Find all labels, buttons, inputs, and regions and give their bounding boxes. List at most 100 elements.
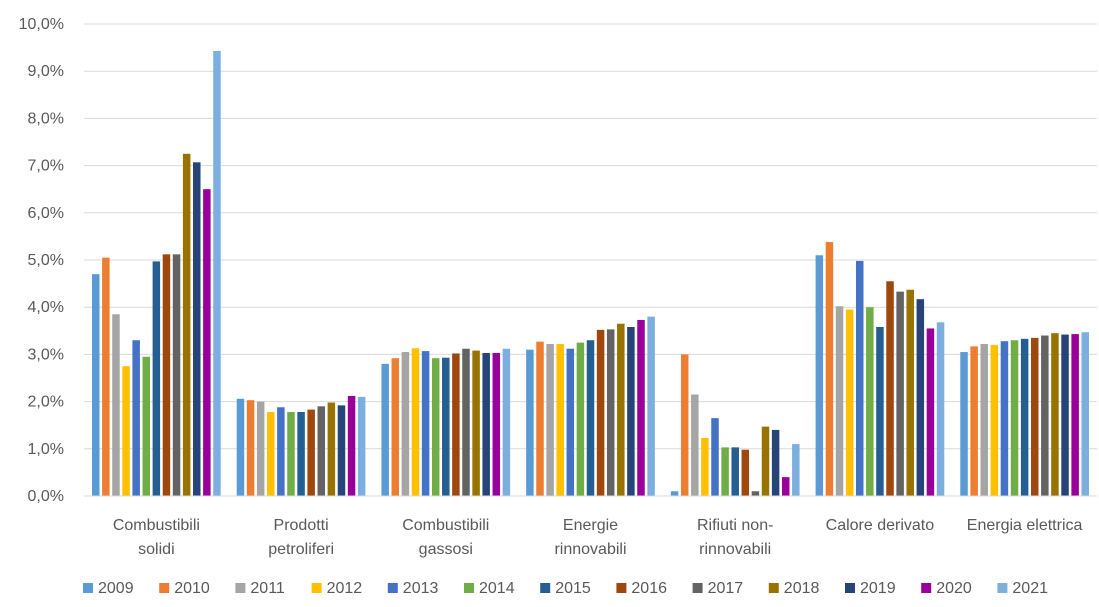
legend-swatch (159, 583, 170, 593)
bar (845, 309, 854, 496)
bar (627, 327, 635, 496)
legend-swatch (540, 583, 551, 593)
bar (792, 444, 800, 496)
bar (866, 307, 874, 496)
legend-swatch (235, 583, 246, 593)
bar (711, 418, 719, 496)
bar (980, 344, 988, 496)
bar (112, 314, 120, 496)
legend-label: 2012 (327, 580, 363, 597)
bar (442, 357, 450, 496)
bar (502, 348, 511, 496)
bar (122, 366, 130, 496)
y-tick-label: 3,0% (28, 346, 64, 363)
bar (391, 358, 400, 496)
bar (1030, 337, 1039, 496)
bar (357, 396, 366, 496)
bar (193, 162, 201, 497)
bar (556, 344, 564, 496)
category-label: rinnovabili (554, 541, 626, 558)
bar (421, 351, 430, 496)
bar (1020, 338, 1029, 496)
bar (835, 306, 844, 496)
bar (102, 257, 110, 496)
bar (182, 153, 191, 497)
bar (132, 340, 140, 496)
bar (203, 189, 211, 496)
bar (172, 254, 181, 496)
bar (482, 352, 490, 496)
category-label: rinnovabili (699, 541, 771, 558)
bar (721, 447, 729, 496)
legend-swatch (921, 583, 932, 593)
bar (596, 329, 605, 496)
bar (680, 354, 689, 496)
bar (1041, 335, 1049, 496)
category-label: Energie (563, 517, 618, 534)
bar (1051, 333, 1059, 496)
bar (1071, 334, 1079, 496)
bar (347, 395, 356, 496)
bar (731, 447, 739, 496)
bar (741, 449, 750, 496)
legend-label: 2021 (1012, 580, 1048, 597)
bar (337, 405, 346, 496)
bar (536, 341, 544, 496)
bar (815, 255, 824, 496)
bar (246, 400, 255, 496)
bar (771, 429, 780, 496)
legend-label: 2019 (860, 580, 896, 597)
legend-swatch (692, 583, 703, 593)
legend-label: 2020 (936, 580, 972, 597)
y-tick-label: 0,0% (28, 488, 64, 505)
legend: 2009 2010 2011 2012 2013 2014 2015 2016 2017 2018… (83, 580, 1048, 597)
y-tick-label: 10,0% (19, 16, 64, 33)
category-label: Energia elettrica (967, 517, 1083, 534)
bar (287, 411, 295, 496)
category-label: solidi (138, 541, 174, 558)
bar (401, 352, 410, 496)
legend-label: 2011 (250, 580, 285, 597)
category-label: petroliferi (268, 541, 334, 558)
bar (761, 426, 770, 496)
bar (317, 406, 326, 496)
bar (1081, 332, 1089, 496)
legend-swatch (997, 583, 1008, 593)
bar (297, 411, 305, 496)
legend-label: 2013 (403, 580, 439, 597)
bar (462, 348, 470, 496)
y-tick-label: 7,0% (28, 158, 64, 175)
bar (876, 327, 884, 496)
bar (162, 254, 171, 496)
bar (825, 242, 834, 496)
category-label: Combustibili (113, 517, 200, 534)
y-tick-label: 8,0% (28, 110, 64, 127)
bar (431, 358, 440, 496)
bar (1000, 341, 1009, 496)
legend-swatch (387, 583, 398, 593)
bar (586, 340, 595, 496)
bar (855, 260, 864, 496)
bar (670, 491, 679, 496)
bar (906, 289, 914, 496)
bar (637, 319, 645, 496)
category-label: Calore derivato (826, 517, 935, 534)
bar (566, 348, 575, 496)
bar (256, 401, 265, 496)
legend-swatch (464, 583, 474, 593)
bar (277, 407, 285, 496)
bar (990, 344, 999, 496)
y-tick-label: 9,0% (28, 63, 64, 80)
bar (926, 328, 935, 496)
bar (546, 344, 554, 496)
bars (92, 50, 1089, 497)
category-label: gassosi (419, 541, 473, 558)
bar (452, 353, 460, 496)
bar (751, 491, 760, 496)
legend-label: 2016 (631, 580, 667, 597)
category-labels: Combustibili solidi Prodotti petroliferi Com… (113, 517, 1083, 558)
bar (92, 274, 100, 496)
y-tick-label: 5,0% (28, 252, 64, 269)
bar (267, 411, 275, 496)
